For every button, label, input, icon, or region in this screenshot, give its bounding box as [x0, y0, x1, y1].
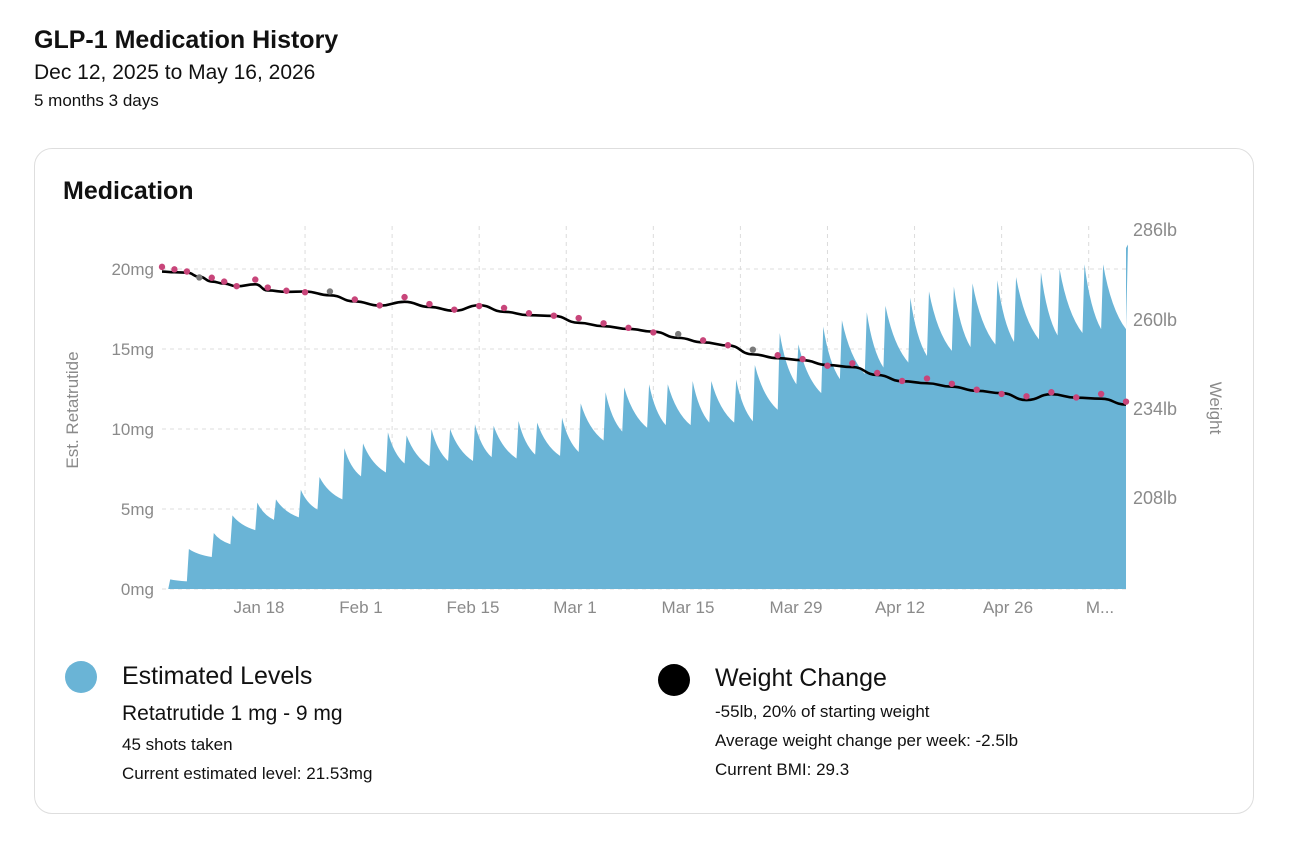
weight-legend-title: Weight Change: [715, 664, 887, 692]
date-range: Dec 12, 2025 to May 16, 2026: [34, 61, 316, 84]
levels-legend-icon: [65, 661, 97, 693]
duration: 5 months 3 days: [34, 91, 159, 110]
weight-legend-bmi: Current BMI: 29.3: [715, 760, 850, 779]
weight-legend-change: -55lb, 20% of starting weight: [715, 702, 930, 721]
levels-legend-medication: Retatrutide 1 mg - 9 mg: [122, 702, 343, 725]
page-title: GLP-1 Medication History: [34, 26, 339, 54]
levels-legend-title: Estimated Levels: [122, 662, 313, 690]
weight-legend-icon: [658, 664, 690, 696]
levels-legend-current: Current estimated level: 21.53mg: [122, 764, 373, 783]
weight-legend-average: Average weight change per week: -2.5lb: [715, 731, 1019, 750]
levels-legend-shots: 45 shots taken: [122, 735, 233, 754]
card-title: Medication: [63, 177, 194, 205]
